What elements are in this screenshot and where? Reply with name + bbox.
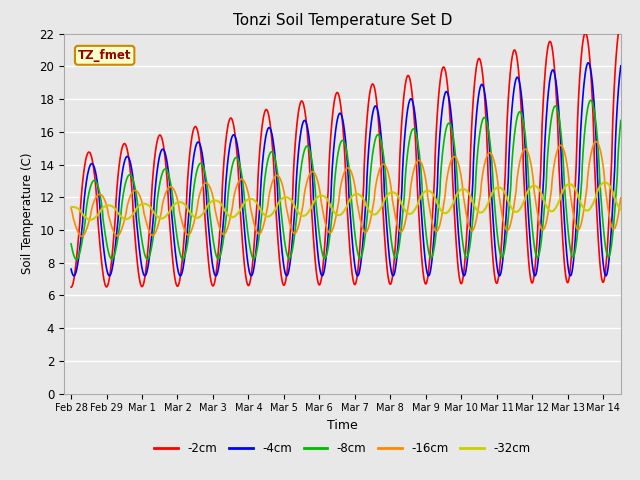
Text: TZ_fmet: TZ_fmet — [78, 49, 131, 62]
Y-axis label: Soil Temperature (C): Soil Temperature (C) — [20, 153, 34, 275]
Legend: -2cm, -4cm, -8cm, -16cm, -32cm: -2cm, -4cm, -8cm, -16cm, -32cm — [150, 437, 535, 460]
X-axis label: Time: Time — [327, 419, 358, 432]
Title: Tonzi Soil Temperature Set D: Tonzi Soil Temperature Set D — [233, 13, 452, 28]
